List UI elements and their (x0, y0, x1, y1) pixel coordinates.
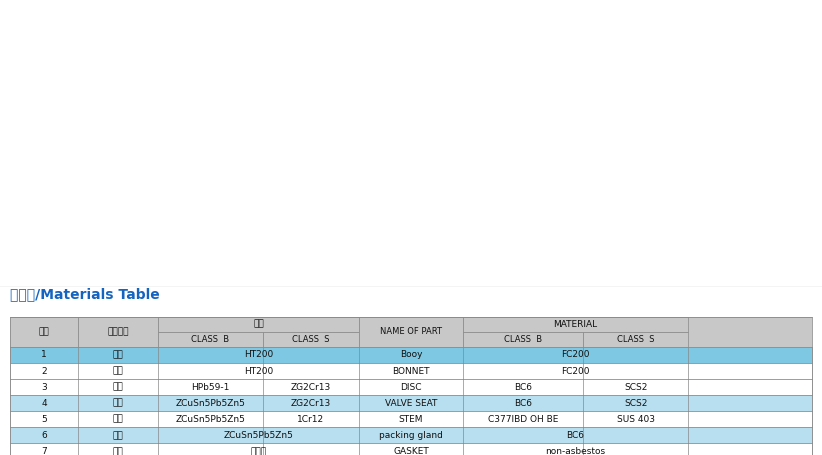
Text: 材料表/Materials Table: 材料表/Materials Table (10, 287, 159, 301)
Bar (159, 317, 359, 332)
Text: 6: 6 (41, 431, 47, 440)
Bar (584, 332, 688, 347)
Text: 材料: 材料 (253, 320, 264, 329)
Text: DISC: DISC (400, 383, 422, 392)
Text: ZG2Cr13: ZG2Cr13 (291, 399, 330, 408)
Bar (10, 411, 812, 427)
Text: HT200: HT200 (244, 367, 273, 375)
Text: 压盖: 压盖 (113, 431, 123, 440)
Text: packing gland: packing gland (379, 431, 443, 440)
Text: ZCuSn5Pb5Zn5: ZCuSn5Pb5Zn5 (224, 431, 293, 440)
Bar (159, 332, 262, 347)
Text: 垫片: 垫片 (113, 447, 123, 455)
Text: SUS 403: SUS 403 (616, 415, 654, 424)
Text: BC6: BC6 (515, 399, 533, 408)
Text: 2: 2 (41, 367, 47, 375)
Text: 零件名称: 零件名称 (108, 327, 129, 336)
Bar (10, 347, 812, 363)
Text: 7: 7 (41, 447, 47, 455)
Text: 4: 4 (41, 399, 47, 408)
Text: CLASS  B: CLASS B (192, 335, 229, 344)
Bar (262, 332, 359, 347)
Bar (10, 317, 812, 347)
Bar (10, 395, 812, 411)
Text: ZCuSn5Pb5Zn5: ZCuSn5Pb5Zn5 (175, 415, 246, 424)
Text: non-asbestos: non-asbestos (546, 447, 606, 455)
Text: 阀体: 阀体 (113, 350, 123, 359)
Text: SCS2: SCS2 (624, 383, 647, 392)
Text: 阀盘: 阀盘 (113, 383, 123, 392)
Text: 阀座: 阀座 (113, 399, 123, 408)
Text: 3: 3 (41, 383, 47, 392)
Bar (78, 317, 159, 347)
Text: BONNET: BONNET (392, 367, 430, 375)
Bar (10, 317, 78, 347)
Text: FC200: FC200 (561, 367, 589, 375)
Text: 序号: 序号 (39, 327, 49, 336)
Text: BC6: BC6 (515, 383, 533, 392)
Text: 1: 1 (41, 350, 47, 359)
Text: VALVE SEAT: VALVE SEAT (385, 399, 437, 408)
Text: HT200: HT200 (244, 350, 273, 359)
Text: GASKET: GASKET (393, 447, 429, 455)
Text: CLASS  B: CLASS B (504, 335, 543, 344)
Text: 5: 5 (41, 415, 47, 424)
Text: STEM: STEM (399, 415, 423, 424)
Text: ZCuSn5Pb5Zn5: ZCuSn5Pb5Zn5 (175, 399, 246, 408)
Bar (463, 317, 688, 332)
Bar (10, 444, 812, 455)
Bar (463, 332, 584, 347)
Text: HPb59-1: HPb59-1 (192, 383, 229, 392)
Bar (10, 427, 812, 444)
Text: 阀盖: 阀盖 (113, 367, 123, 375)
Bar (10, 379, 812, 395)
Text: 非石棉: 非石棉 (251, 447, 266, 455)
Bar (10, 363, 812, 379)
Text: CLASS  S: CLASS S (616, 335, 654, 344)
Bar (359, 317, 463, 347)
Text: MATERIAL: MATERIAL (553, 320, 598, 329)
Text: CLASS  S: CLASS S (292, 335, 330, 344)
Text: 阀杆: 阀杆 (113, 415, 123, 424)
Text: 1Cr12: 1Cr12 (298, 415, 324, 424)
Text: ZG2Cr13: ZG2Cr13 (291, 383, 330, 392)
Text: BC6: BC6 (566, 431, 584, 440)
Text: Booy: Booy (399, 350, 423, 359)
Text: C377IBD OH BE: C377IBD OH BE (488, 415, 558, 424)
Text: NAME OF PART: NAME OF PART (380, 327, 442, 336)
Text: SCS2: SCS2 (624, 399, 647, 408)
Text: FC200: FC200 (561, 350, 589, 359)
